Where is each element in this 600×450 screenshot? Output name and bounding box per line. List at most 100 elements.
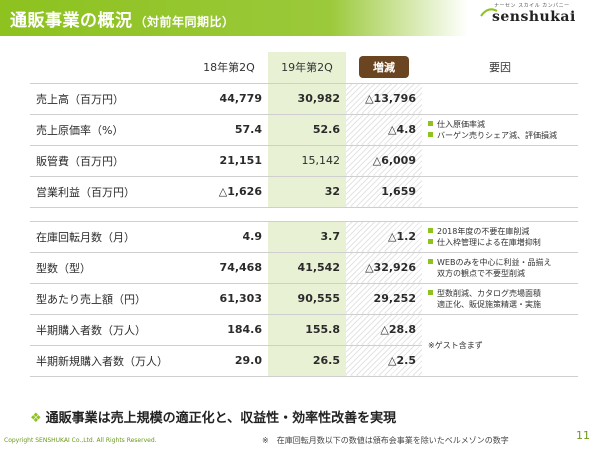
reason-item: バーゲン売りシェア減、評価損減 bbox=[428, 130, 572, 141]
value-19q2: 30,982 bbox=[268, 83, 346, 115]
logo-kana: ナーセン スカイル カンパニー bbox=[494, 3, 570, 9]
value-change: △6,009 bbox=[346, 145, 422, 177]
reason-cell: 2018年度の不要在庫削減 仕入枠管理による在庫増抑制 bbox=[422, 221, 578, 253]
value-18q2: 44,779 bbox=[190, 83, 268, 115]
copyright: Copyright SENSHUKAI Co.,Ltd. All Rights … bbox=[4, 437, 157, 444]
conclusion: ❖ 通販事業は売上規模の適正化と、収益性・効率性改善を実現 bbox=[30, 407, 396, 426]
value-19q2: 90,555 bbox=[268, 283, 346, 315]
col-header-18q2: 18年第2Q bbox=[190, 52, 268, 84]
col-header-change: 増減 bbox=[346, 52, 422, 84]
value-change: △2.5 bbox=[346, 345, 422, 377]
value-18q2: △1,626 bbox=[190, 176, 268, 208]
value-18q2: 61,303 bbox=[190, 283, 268, 315]
conclusion-text: 通販事業は売上規模の適正化と、収益性・効率性改善を実現 bbox=[45, 411, 397, 426]
header-row: 18年第2Q 19年第2Q 増減 要因 bbox=[30, 52, 578, 84]
value-change: 1,659 bbox=[346, 176, 422, 208]
row-label: 半期新規購入者数（万人） bbox=[30, 345, 190, 377]
reason-cell: 仕入原価率減 バーゲン売りシェア減、評価損減 bbox=[422, 114, 578, 146]
value-19q2: 155.8 bbox=[268, 314, 346, 346]
gap-cell bbox=[30, 207, 578, 221]
table-row: 販管費（百万円） 21,151 15,142 △6,009 bbox=[30, 145, 578, 177]
reason-item: 適正化、販促施策精選・実施 bbox=[428, 299, 572, 310]
table-row: 半期新規購入者数（万人） 29.0 26.5 △2.5 bbox=[30, 345, 578, 377]
value-19q2: 52.6 bbox=[268, 114, 346, 146]
logo-swoosh-icon bbox=[480, 8, 498, 17]
reason-cell bbox=[422, 176, 578, 208]
reason-item: 双方の観点で不要型削減 bbox=[428, 268, 572, 279]
comparison-table: 18年第2Q 19年第2Q 増減 要因 売上高（百万円） 44,779 30,9… bbox=[30, 52, 578, 377]
bullet-square-icon bbox=[428, 131, 433, 137]
page-title: 通販事業の概況 （対前年同期比） bbox=[10, 6, 235, 31]
row-label: 営業利益（百万円） bbox=[30, 176, 190, 208]
table-row: 在庫回転月数（月） 4.9 3.7 △1.2 2018年度の不要在庫削減 仕入枠… bbox=[30, 221, 578, 253]
footnote: ※ 在庫回転月数以下の数値は頒布会事業を除いたベルメゾンの数字 bbox=[262, 436, 509, 445]
bullet-square-icon bbox=[428, 289, 433, 295]
bullet-square-icon bbox=[428, 238, 433, 244]
title-bar bbox=[0, 0, 600, 36]
reason-item: 仕入枠管理による在庫増抑制 bbox=[428, 237, 572, 248]
bullet-square-icon bbox=[428, 227, 433, 233]
value-18q2: 57.4 bbox=[190, 114, 268, 146]
value-18q2: 4.9 bbox=[190, 221, 268, 253]
col-header-19q2: 19年第2Q bbox=[268, 52, 346, 84]
value-19q2: 15,142 bbox=[268, 145, 346, 177]
value-change: 29,252 bbox=[346, 283, 422, 315]
row-label: 在庫回転月数（月） bbox=[30, 221, 190, 253]
table-row: 売上高（百万円） 44,779 30,982 △13,796 bbox=[30, 83, 578, 115]
value-change: △32,926 bbox=[346, 252, 422, 284]
col-header-reason: 要因 bbox=[422, 52, 578, 84]
reason-item: 2018年度の不要在庫削減 bbox=[428, 226, 572, 237]
reason-item: WEBのみを中心に利益・品揃え bbox=[428, 257, 572, 268]
reason-text: 双方の観点で不要型削減 bbox=[437, 268, 525, 278]
row-label: 販管費（百万円） bbox=[30, 145, 190, 177]
guest-note: ※ゲスト含まず bbox=[428, 340, 483, 350]
value-18q2: 21,151 bbox=[190, 145, 268, 177]
reason-item: 仕入原価率減 bbox=[428, 119, 572, 130]
reason-text: 仕入枠管理による在庫増抑制 bbox=[437, 237, 541, 247]
row-label: 売上原価率（%） bbox=[30, 114, 190, 146]
section-gap bbox=[30, 207, 578, 221]
reason-cell: 型数削減、カタログ売場面積 適正化、販促施策精選・実施 bbox=[422, 283, 578, 315]
company-logo: ナーセン スカイル カンパニー senshukai bbox=[480, 2, 590, 25]
row-label: 型あたり売上額（円） bbox=[30, 283, 190, 315]
value-18q2: 74,468 bbox=[190, 252, 268, 284]
reason-item: 型数削減、カタログ売場面積 bbox=[428, 288, 572, 299]
row-label: 売上高（百万円） bbox=[30, 83, 190, 115]
reason-cell bbox=[422, 145, 578, 177]
value-19q2: 32 bbox=[268, 176, 346, 208]
title-subtitle: （対前年同期比） bbox=[134, 15, 235, 29]
value-18q2: 29.0 bbox=[190, 345, 268, 377]
change-badge: 増減 bbox=[359, 56, 409, 79]
value-18q2: 184.6 bbox=[190, 314, 268, 346]
value-change: △28.8 bbox=[346, 314, 422, 346]
value-19q2: 26.5 bbox=[268, 345, 346, 377]
row-label: 型数（型） bbox=[30, 252, 190, 284]
reason-text: 2018年度の不要在庫削減 bbox=[437, 226, 530, 236]
reason-cell bbox=[422, 83, 578, 115]
reason-text: WEBのみを中心に利益・品揃え bbox=[437, 257, 552, 267]
reason-text: バーゲン売りシェア減、評価損減 bbox=[437, 130, 557, 140]
page-number: 11 bbox=[576, 429, 590, 442]
bullet-square-icon bbox=[428, 120, 433, 126]
table-row: 半期購入者数（万人） 184.6 155.8 △28.8 ※ゲスト含まず bbox=[30, 314, 578, 377]
table-row: 営業利益（百万円） △1,626 32 1,659 bbox=[30, 176, 578, 208]
table-row: 型数（型） 74,468 41,542 △32,926 WEBのみを中心に利益・… bbox=[30, 252, 578, 284]
reason-text: 型数削減、カタログ売場面積 bbox=[437, 288, 541, 298]
header-blank bbox=[30, 52, 190, 84]
reason-text: 適正化、販促施策精選・実施 bbox=[437, 299, 541, 309]
value-19q2: 3.7 bbox=[268, 221, 346, 253]
value-change: △4.8 bbox=[346, 114, 422, 146]
value-change: △13,796 bbox=[346, 83, 422, 115]
bullet-square-icon bbox=[428, 258, 433, 264]
table-row: 型あたり売上額（円） 61,303 90,555 29,252 型数削減、カタロ… bbox=[30, 283, 578, 315]
table-row: 売上原価率（%） 57.4 52.6 △4.8 仕入原価率減 バーゲン売りシェア… bbox=[30, 114, 578, 146]
value-19q2: 41,542 bbox=[268, 252, 346, 284]
reason-text: 仕入原価率減 bbox=[437, 119, 485, 129]
row-label: 半期購入者数（万人） bbox=[30, 314, 190, 346]
reason-cell: WEBのみを中心に利益・品揃え 双方の観点で不要型削減 bbox=[422, 252, 578, 284]
diamond-bullet-icon: ❖ bbox=[30, 411, 42, 426]
value-change: △1.2 bbox=[346, 221, 422, 253]
guest-note-cell: ※ゲスト含まず bbox=[422, 314, 578, 377]
logo-text: senshukai bbox=[492, 9, 576, 25]
title-text: 通販事業の概況 bbox=[10, 11, 133, 31]
